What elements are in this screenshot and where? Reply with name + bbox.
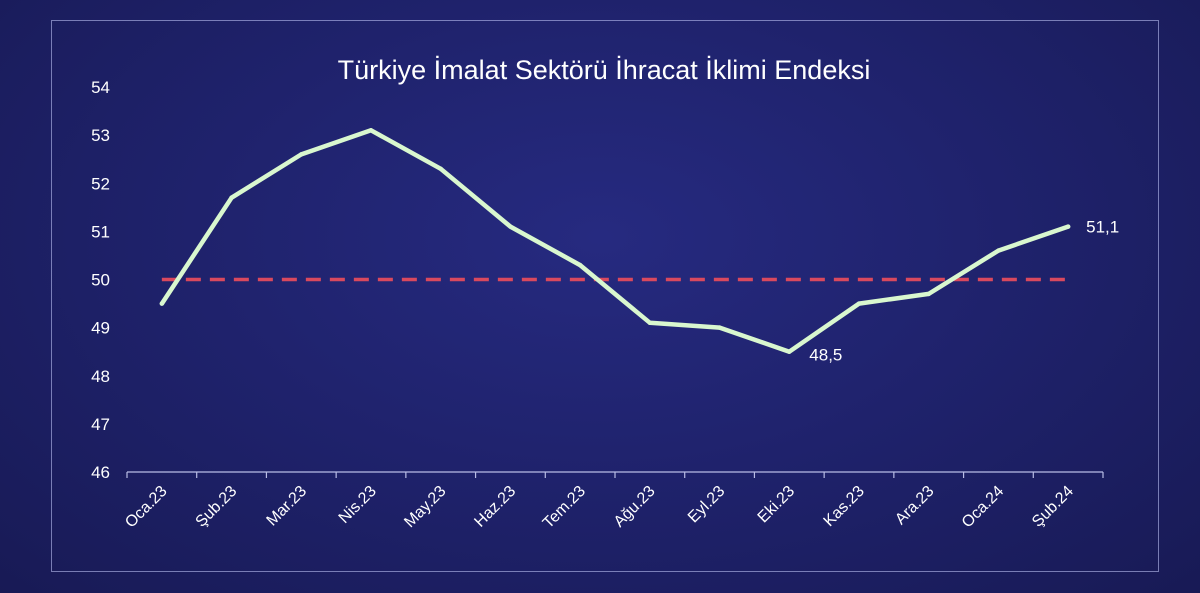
data-labels-group: 48,5 51,1 xyxy=(809,218,1119,365)
data-point xyxy=(856,301,862,306)
y-axis: 46 47 48 49 50 51 52 53 54 xyxy=(91,78,110,482)
x-tick-label: Ağu.23 xyxy=(611,483,659,531)
x-tick-label: Tem.23 xyxy=(540,483,589,532)
data-point xyxy=(996,248,1001,253)
x-tick-label: Şub.23 xyxy=(193,483,241,531)
series-line xyxy=(159,128,1071,354)
y-tick-label: 49 xyxy=(91,319,110,338)
chart-frame xyxy=(51,20,1159,572)
y-tick-label: 52 xyxy=(91,174,110,193)
chart-title: Türkiye İmalat Sektörü İhracat İklimi En… xyxy=(338,54,871,85)
data-point xyxy=(438,166,443,172)
data-point xyxy=(717,325,722,330)
y-tick-label: 53 xyxy=(91,126,110,145)
data-label: 51,1 xyxy=(1086,218,1119,237)
x-tick-label: May.23 xyxy=(401,483,449,531)
y-tick-label: 50 xyxy=(91,271,110,290)
x-tick-label: Mar.23 xyxy=(264,483,311,530)
y-tick-label: 54 xyxy=(91,78,110,97)
series-group xyxy=(159,128,1071,354)
data-point xyxy=(647,320,653,326)
x-tick-label: Eyl.23 xyxy=(685,483,729,527)
data-point xyxy=(299,152,304,157)
data-point xyxy=(1065,224,1071,229)
y-tick-label: 47 xyxy=(91,415,110,434)
x-tick-label: Eki.23 xyxy=(755,483,799,527)
data-point xyxy=(787,349,792,354)
data-label: 48,5 xyxy=(809,346,842,365)
x-tick-label: Haz.23 xyxy=(471,483,519,531)
data-point xyxy=(926,291,931,297)
x-tick-label: Kas.23 xyxy=(821,483,868,530)
y-tick-label: 48 xyxy=(91,367,110,386)
x-tick-label: Oca.24 xyxy=(959,483,1008,532)
y-tick-label: 51 xyxy=(91,222,110,241)
x-axis: Oca.23 Şub.23 Mar.23 Nis.23 May.23 Haz.23 Tem.… xyxy=(122,471,1104,532)
data-point xyxy=(368,128,374,133)
x-tick-label: Şub.24 xyxy=(1029,483,1077,531)
x-tick-label: Nis.23 xyxy=(336,483,380,527)
x-tick-label: Oca.23 xyxy=(122,483,171,532)
y-tick-label: 46 xyxy=(91,463,110,482)
x-tick-label: Ara.23 xyxy=(892,483,937,528)
data-point xyxy=(508,224,513,229)
data-point xyxy=(577,262,583,268)
data-point xyxy=(159,301,165,306)
data-point xyxy=(229,195,234,200)
